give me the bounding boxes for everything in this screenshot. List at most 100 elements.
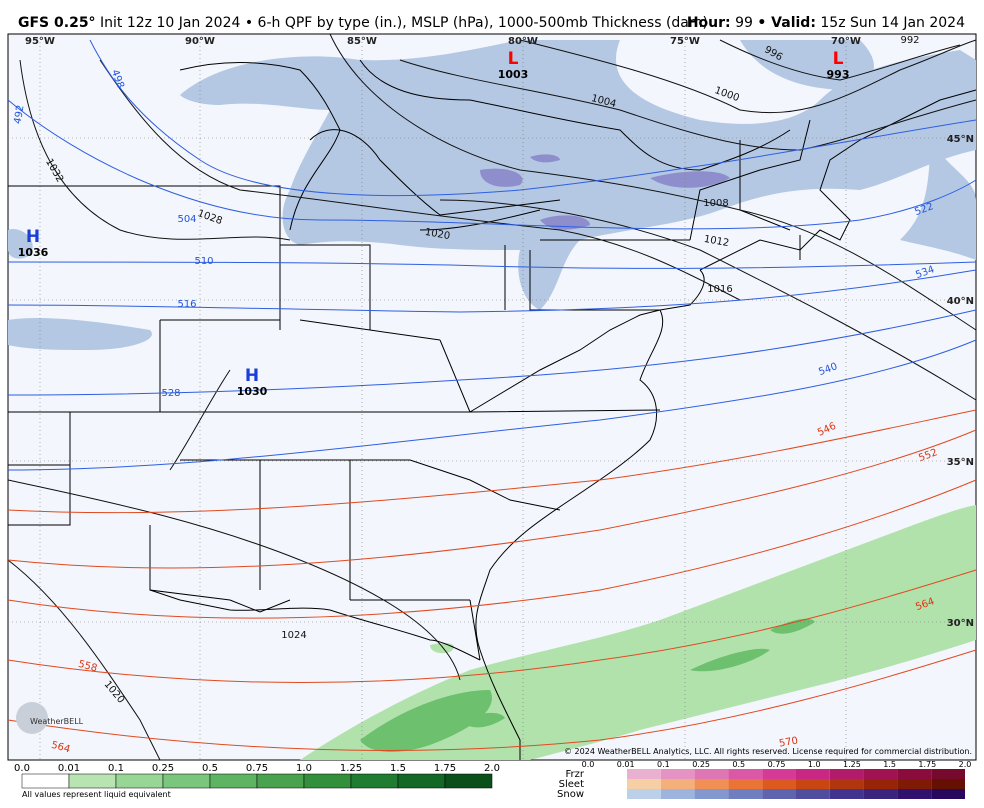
ptype-tick-label: 1.0 (808, 760, 821, 769)
ptype-swatch (829, 789, 864, 799)
ptype-swatch (728, 789, 763, 799)
ptype-swatch (694, 779, 729, 789)
isobars (7, 33, 977, 761)
ptype-swatch (931, 789, 965, 799)
snow-area (180, 40, 976, 310)
thickness-line (7, 269, 977, 313)
isobar (329, 33, 977, 331)
isobar (439, 199, 977, 401)
ptype-swatch (897, 789, 932, 799)
coastline (149, 89, 977, 760)
thickness-line (7, 261, 977, 269)
thickness-line (89, 39, 977, 197)
longitude-label: 75°W (670, 36, 700, 47)
qpf-swatch (21, 773, 70, 789)
ptype-tick-label: 1.25 (843, 760, 861, 769)
qpf-tick-label: 0.01 (58, 763, 80, 774)
isobar (99, 59, 741, 301)
ptype-tick-label: 1.5 (883, 760, 896, 769)
ptype-swatch (863, 779, 898, 789)
qpf-swatch (115, 773, 164, 789)
longitude-label: 85°W (347, 36, 377, 47)
ptype-tick-label: 1.75 (918, 760, 936, 769)
longitude-label: 80°W (508, 36, 538, 47)
state-borders (8, 119, 811, 661)
ptype-swatch (796, 789, 830, 799)
ptype-tick-label: 0.5 (732, 760, 745, 769)
thickness-line (7, 99, 977, 230)
qpf-swatch (209, 773, 258, 789)
qpf-tick-label: 1.25 (340, 763, 362, 774)
thickness-label: 528 (161, 388, 180, 399)
latitude-label: 45°N (947, 134, 974, 145)
longitude-label: 95°W (25, 36, 55, 47)
qpf-swatch (444, 773, 493, 789)
ptype-label: Snow (557, 789, 584, 800)
ptype-swatch (627, 789, 661, 799)
latitude-label: 30°N (947, 618, 974, 629)
thickness-label: 558 (77, 659, 98, 675)
logo: WeatherBELL (30, 717, 84, 726)
latitude-label: 40°N (947, 296, 974, 307)
qpf-note: All values represent liquid equivalent (22, 790, 171, 799)
ptype-swatch (627, 779, 661, 789)
precip-areas (8, 40, 976, 760)
model: GFS 0.25° (18, 15, 96, 31)
snow-area (740, 40, 874, 90)
isobar-label: 1016 (707, 284, 732, 295)
qpf-tick-label: 0.0 (14, 763, 30, 774)
thickness-line (7, 649, 977, 751)
isobar (7, 479, 461, 681)
ptype-swatch (897, 769, 932, 779)
isobar (519, 39, 977, 114)
subtitle: Init 12z 10 Jan 2024 • 6-h QPF by type (… (100, 15, 708, 31)
pressure-value: 993 (827, 68, 850, 81)
ptype-swatch (863, 789, 898, 799)
qpf-swatch (350, 773, 399, 789)
thickness-line (7, 479, 977, 619)
isobar-label: 1020 (424, 227, 451, 242)
isobar-label: 1012 (703, 234, 730, 249)
isobar-label: 992 (900, 35, 919, 46)
ptype-swatch (694, 789, 729, 799)
ptype-tick-label: 0.1 (657, 760, 670, 769)
hour: 99 (735, 15, 753, 31)
thickness-label: 492 (12, 104, 26, 125)
pressure-symbol: H (26, 227, 40, 247)
hour-label: Hour: (687, 15, 731, 31)
ptype-swatch (931, 779, 965, 789)
ptype-swatch (829, 769, 864, 779)
pressure-value: 1036 (18, 246, 49, 259)
boundaries (8, 59, 977, 760)
isobar-label: 1008 (703, 198, 728, 209)
valid: 15z Sun 14 Jan 2024 (820, 15, 965, 31)
ptype-swatch (829, 779, 864, 789)
rain-area (430, 642, 454, 654)
thickness-label: 504 (177, 214, 196, 225)
ptype-swatch (863, 769, 898, 779)
ptype-swatch (762, 789, 796, 799)
isobar-label: 1024 (281, 630, 306, 641)
ptype-tick-label: 0.25 (692, 760, 710, 769)
ptype-swatch (796, 769, 830, 779)
latitude-label: 35°N (947, 457, 974, 468)
snow-area (8, 229, 33, 259)
isobar (19, 59, 291, 241)
copyright: © 2024 WeatherBELL Analytics, LLC. All r… (564, 747, 972, 756)
qpf-swatch (303, 773, 352, 789)
qpf-tick-label: 1.5 (390, 763, 406, 774)
isobar (169, 369, 231, 471)
ptype-swatch (627, 769, 661, 779)
ptype-tick-label: 0.0 (582, 760, 595, 769)
pressure-value: 1003 (498, 68, 529, 81)
header: GFS 0.25° Init 12z 10 Jan 2024 • 6-h QPF… (18, 15, 708, 31)
logo-globe (16, 702, 48, 734)
isobar (7, 559, 161, 761)
thickness-label: 516 (177, 299, 196, 310)
longitude-label: 90°W (185, 36, 215, 47)
ptype-swatch (728, 779, 763, 789)
ptype-swatch (660, 769, 695, 779)
thickness-label: 564 (50, 740, 71, 756)
qpf-tick-label: 1.0 (296, 763, 312, 774)
